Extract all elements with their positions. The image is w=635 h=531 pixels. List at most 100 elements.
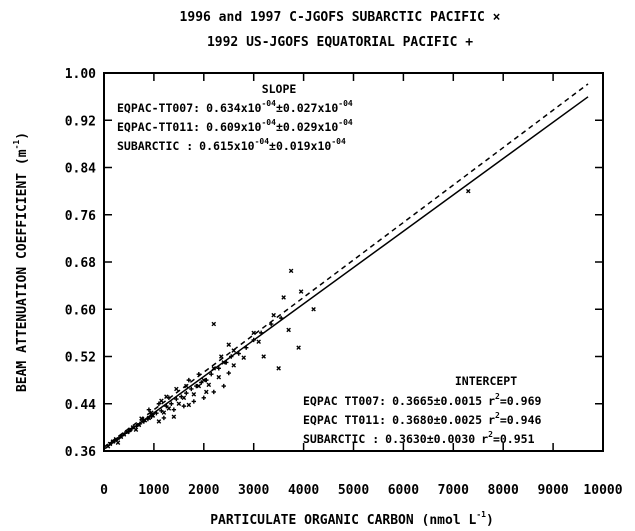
data-point-x [191, 392, 197, 397]
data-point-plus [236, 351, 241, 356]
data-point-x [221, 360, 227, 365]
y-tick-label: 0.84 [65, 162, 96, 177]
data-point-x [216, 374, 222, 380]
y-tick-label: 1.00 [65, 67, 96, 82]
data-point-plus [226, 370, 231, 376]
data-point-plus [204, 377, 209, 383]
data-point-plus [154, 411, 159, 416]
data-point-plus [199, 380, 204, 385]
data-point-x [159, 398, 164, 404]
data-point-plus [146, 407, 152, 412]
x-tick-label: 1000 [138, 483, 169, 498]
data-point-x [150, 413, 156, 418]
chart-title-line2: 1992 US-JGOFS EQUATORIAL PACIFIC + [207, 35, 473, 50]
data-point-x [256, 339, 261, 345]
x-tick-label: 9000 [537, 483, 568, 498]
y-tick-label: 0.44 [65, 398, 96, 413]
data-point-x [136, 422, 142, 428]
data-point-x [196, 383, 202, 389]
data-point-x [311, 306, 316, 312]
data-point-x [231, 348, 237, 353]
x-tick-label: 10000 [583, 483, 622, 498]
data-point-x [164, 394, 169, 399]
y-tick-label: 0.60 [65, 303, 96, 318]
data-point-plus [164, 403, 169, 409]
y-tick-label: 0.76 [65, 209, 96, 224]
data-point-x [231, 363, 237, 368]
data-point-x [206, 382, 212, 388]
slope-annotation: SLOPE EQPAC-TT007: 0.634x10-04±0.027x10-0… [117, 82, 353, 153]
data-point-plus [174, 396, 179, 402]
slope-row: SUBARCTIC :0.615x10-04±0.019x10-04 [117, 137, 346, 153]
data-point-plus [258, 330, 264, 336]
data-point-plus [251, 337, 256, 343]
data-point-x [201, 377, 207, 383]
data-point-plus [244, 345, 249, 350]
data-point-x [281, 295, 286, 300]
y-tick-label: 0.36 [65, 445, 96, 460]
intercept-row: EQPAC TT011: 0.3680±0.0025 r2=0.946 [303, 411, 541, 427]
data-point-x [181, 395, 187, 401]
x-tick-label: 8000 [488, 483, 519, 498]
x-tick-label: 3000 [238, 483, 269, 498]
data-point-plus [209, 372, 214, 377]
x-tick-label: 5000 [338, 483, 369, 498]
intercept-header: INTERCEPT [455, 374, 517, 388]
data-point-plus [184, 390, 189, 396]
fit-line-dashed [103, 83, 589, 448]
x-tick-label: 4000 [288, 483, 319, 498]
data-point-plus [229, 354, 234, 359]
data-point-x [241, 355, 247, 360]
slope-row: EQPAC-TT011: 0.609x10-04±0.029x10-04 [117, 118, 353, 134]
x-axis-label: PARTICULATE ORGANIC CARBON (nmol L-1) [210, 510, 494, 528]
y-tick-label: 0.92 [65, 114, 96, 129]
data-point-plus [186, 377, 192, 383]
data-point-x [288, 268, 294, 274]
data-point-x [166, 406, 172, 411]
data-point-plus [171, 407, 177, 412]
data-point-plus [224, 360, 229, 365]
data-point-x [161, 410, 167, 415]
data-points [105, 188, 471, 449]
y-axis: 0.36 0.44 0.52 0.60 0.68 0.76 0.84 0.92 1.00 [65, 67, 603, 460]
data-point-x [113, 436, 119, 442]
x-tick-label: 6000 [388, 483, 419, 498]
intercept-annotation: INTERCEPT EQPAC TT007: 0.3665±0.0015 r2=0.… [303, 374, 541, 446]
data-point-x [139, 416, 144, 421]
data-point-plus [221, 383, 226, 389]
fit-lines [103, 83, 589, 450]
data-point-plus [201, 395, 206, 401]
data-point-x [204, 389, 209, 395]
data-point-x [286, 327, 291, 333]
data-point-x [186, 402, 192, 408]
data-point-x [276, 366, 281, 371]
x-tick-label: 0 [100, 483, 108, 498]
data-point-plus [161, 415, 167, 421]
data-point-plus [216, 366, 221, 371]
data-point-plus [194, 383, 199, 389]
x-tick-label: 2000 [188, 483, 219, 498]
data-point-x [298, 289, 304, 294]
y-tick-label: 0.68 [65, 256, 96, 271]
data-point-x [218, 354, 224, 359]
data-point-x [133, 427, 139, 433]
data-point-x [251, 330, 256, 336]
x-axis: 0 1000 2000 3000 4000 5000 6000 7000 8000 9000 100… [100, 73, 623, 498]
x-tick-label: 7000 [438, 483, 469, 498]
chart-title-line1: 1996 and 1997 C-JGOFS SUBARCTIC PACIFIC … [180, 10, 501, 25]
slope-header: SLOPE [262, 82, 297, 96]
data-point-x [146, 415, 152, 421]
data-point-x [149, 410, 154, 415]
data-point-x [176, 401, 182, 407]
data-point-x [174, 386, 179, 392]
data-point-plus [196, 372, 202, 377]
data-point-x [184, 383, 189, 389]
data-point-x [211, 366, 217, 371]
data-point-x [211, 321, 217, 327]
intercept-row: EQPAC TT007: 0.3665±0.0015 r2=0.969 [303, 392, 541, 408]
data-point-plus [181, 403, 187, 409]
y-tick-label: 0.52 [65, 351, 96, 366]
data-point-plus [189, 386, 194, 392]
data-point-x [261, 354, 266, 359]
